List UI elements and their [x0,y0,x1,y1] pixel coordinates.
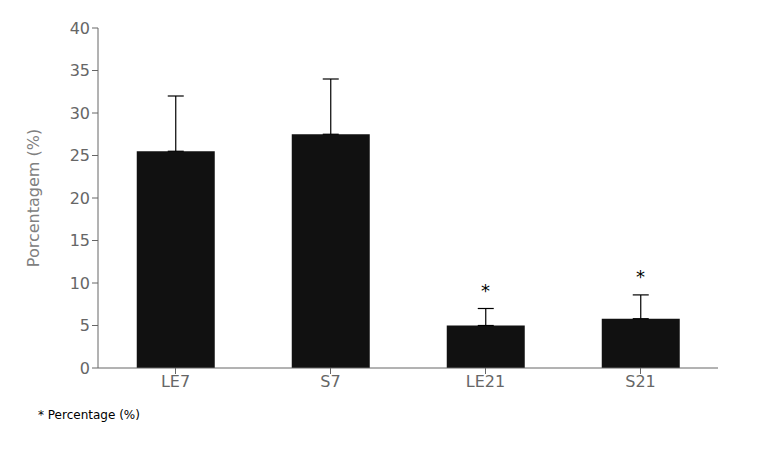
svg-text:S21: S21 [625,372,656,391]
svg-text:20: 20 [70,189,90,208]
svg-text:S7: S7 [320,372,340,391]
svg-text:35: 35 [70,61,90,80]
svg-text:5: 5 [80,316,90,335]
svg-text:15: 15 [70,231,90,250]
svg-text:25: 25 [70,146,90,165]
svg-text:Porcentagem (%): Porcentagem (%) [24,129,43,267]
svg-text:*: * [481,280,490,301]
svg-text:40: 40 [70,19,90,38]
svg-text:*: * [636,266,645,287]
svg-text:0: 0 [80,359,90,378]
svg-text:30: 30 [70,104,90,123]
svg-text:LE21: LE21 [466,372,505,391]
html-text:* Percentage (%): * Percentage (%) [38,408,140,422]
svg-text:10: 10 [70,274,90,293]
svg-text:LE7: LE7 [161,372,190,391]
